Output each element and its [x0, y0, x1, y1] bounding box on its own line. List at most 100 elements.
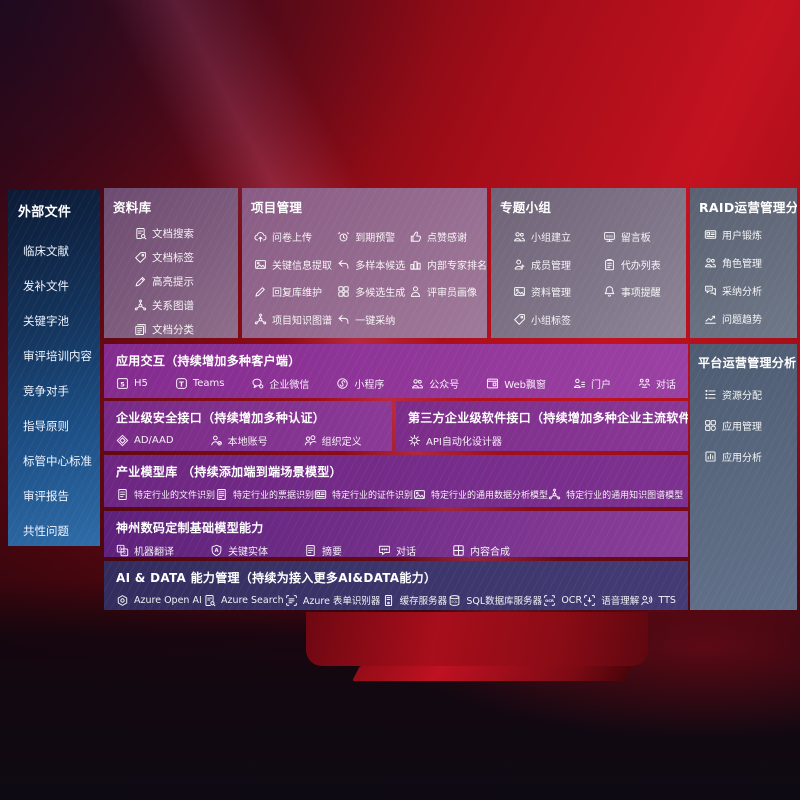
svg-text:T: T: [179, 380, 184, 388]
feature-item: 本地账号: [210, 433, 268, 448]
background-red-shape: [306, 612, 648, 666]
feature-label: TTS: [658, 594, 676, 606]
file-doc-icon: [116, 488, 129, 501]
platform-analysis-panel: 平台运营管理分析 资源分配 应用管理 应用分析: [690, 344, 797, 610]
feature-label: 门户: [590, 380, 611, 391]
sidebar-item: 审评培训内容: [23, 348, 100, 364]
org-define-icon: [304, 434, 317, 447]
feature-label: 问卷上传: [272, 233, 312, 245]
app-interaction-title: 应用交互（持续增加多种客户端）: [116, 354, 301, 368]
feature-item: 评审员画像: [409, 284, 487, 299]
reminder-bell-icon: [603, 285, 616, 298]
topic-group-title: 专题小组: [500, 200, 552, 215]
feature-item: 文档分类: [134, 322, 238, 337]
feature-label: 应用分析: [722, 453, 762, 464]
expert-ranking-icon: [409, 258, 422, 271]
feature-item: 内部专家排名: [409, 257, 487, 272]
feature-item: 回复库维护: [254, 284, 337, 299]
web-window-icon: [486, 377, 499, 390]
svg-text:OCR: OCR: [545, 599, 554, 603]
feature-item: 多样本候选: [337, 257, 409, 272]
ai-data-title: AI & DATA 能力管理（持续为接入更多AI&DATA能力）: [116, 571, 437, 585]
sidebar-item: 标管中心标准: [23, 453, 100, 469]
feature-label: 评审员画像: [427, 288, 477, 300]
feature-item: A 关键实体: [210, 543, 268, 557]
message-board-icon: BBS: [603, 230, 616, 243]
sidebar-item: 审评报告: [23, 488, 100, 504]
sidebar-item-label: 关键字池: [23, 314, 69, 328]
sidebar-item-label: 审评培训内容: [23, 349, 92, 363]
third-party-interface-box: 第三方企业级软件接口（持续增加多种企业主流软件接口） API自动化设计器: [396, 401, 688, 451]
sidebar-item: 发补文件: [23, 278, 100, 294]
feature-label: 机器翻译: [134, 547, 174, 557]
feature-item: 问题趋势: [704, 311, 797, 326]
feature-item: AD/AAD: [116, 434, 174, 447]
receipt-doc-icon: [215, 488, 228, 501]
feature-item: 企业微信: [251, 376, 309, 391]
app-grid-icon: [704, 419, 717, 432]
feature-item: 应用管理: [704, 418, 797, 433]
feature-label: 用户锻炼: [722, 231, 762, 242]
feature-label: 角色管理: [722, 259, 762, 270]
feature-item: 到期预警: [337, 229, 409, 244]
portal-person-icon: [573, 377, 586, 390]
feature-item: 5 H5: [116, 377, 148, 390]
doc-search-icon: [134, 227, 147, 240]
feature-item: 小程序: [336, 376, 384, 391]
relation-graph-icon: [134, 299, 147, 312]
feature-item: Azure Open AI: [116, 594, 202, 607]
background-red-bar: [352, 666, 632, 681]
user-card-icon: [704, 228, 717, 241]
group-tag-icon: [513, 313, 526, 326]
openai-icon: [116, 594, 129, 607]
feature-label: 摘要: [322, 547, 342, 557]
feature-item: 用户锻炼: [704, 227, 797, 242]
platform-analysis-list: 资源分配 应用管理 应用分析: [690, 371, 797, 464]
ocr-icon: OCR: [543, 594, 556, 607]
knowledge-graph-icon: [254, 313, 267, 326]
speech-understanding-icon: [583, 594, 596, 607]
feature-label: 特定行业的文件识别: [134, 491, 216, 501]
edit-pencil-icon: [254, 285, 267, 298]
feature-label: 缓存服务器: [399, 596, 448, 607]
feature-label: 特定行业的通用数据分析模型: [431, 491, 549, 501]
feature-label: Azure 表单识别器: [302, 596, 381, 607]
feature-label: 文档标签: [152, 252, 194, 264]
raid-analysis-title: RAID运营管理分析: [699, 200, 797, 215]
sidebar-item: 指导原则: [23, 418, 100, 434]
ai-data-list: Azure Open AI Azure Search Azure 表单识别器 缓…: [104, 586, 688, 607]
mini-program-icon: [336, 377, 349, 390]
feature-item: 特定行业的证件识别: [314, 488, 413, 501]
multi-sample-reply-icon: [337, 258, 350, 271]
ad-aad-diamond-icon: [116, 434, 129, 447]
cloud-upload-icon: [254, 230, 267, 243]
feature-label: 语音理解: [601, 596, 640, 607]
api-gear-icon: [408, 434, 421, 447]
feature-label: 到期预警: [355, 233, 396, 245]
sidebar-item: 共性问题: [23, 523, 100, 539]
photo-album-icon: [513, 285, 526, 298]
sidebar-item: 竞争对手: [23, 383, 100, 399]
feature-label: Azure Open AI: [134, 594, 202, 606]
feature-label: 一键采纳: [355, 315, 396, 327]
feature-label: 应用管理: [722, 422, 762, 433]
feature-label: 对话: [655, 380, 676, 391]
svg-text:5: 5: [120, 380, 125, 388]
sidebar-item-label: 竞争对手: [23, 384, 69, 398]
feature-label: 留言板: [620, 233, 651, 245]
feature-item: 文档搜索: [134, 226, 238, 241]
feature-item: 对话: [378, 543, 416, 557]
feature-item: BBS 留言板: [603, 229, 686, 244]
feature-item: 内容合成: [452, 543, 510, 557]
project-management-grid: 问卷上传 到期预警 点赞感谢 关键信息提取 多样本候选 内部专家排名: [242, 216, 487, 333]
feature-item: 代办列表: [603, 257, 686, 272]
feature-item: API自动化设计器: [408, 433, 502, 448]
sql-database-icon: SQL: [448, 594, 461, 607]
feature-label: 回复库维护: [272, 288, 322, 300]
industry-model-row: 产业模型库 （持续添加端到端场景模型） 特定行业的文件识别 特定行业的票据识别 …: [104, 455, 688, 507]
alarm-warning-icon: [337, 230, 350, 243]
wechat-work-icon: [251, 377, 264, 390]
raid-analysis-list: 用户锻炼 角色管理 QA 采纳分析 问题趋势: [690, 216, 797, 326]
